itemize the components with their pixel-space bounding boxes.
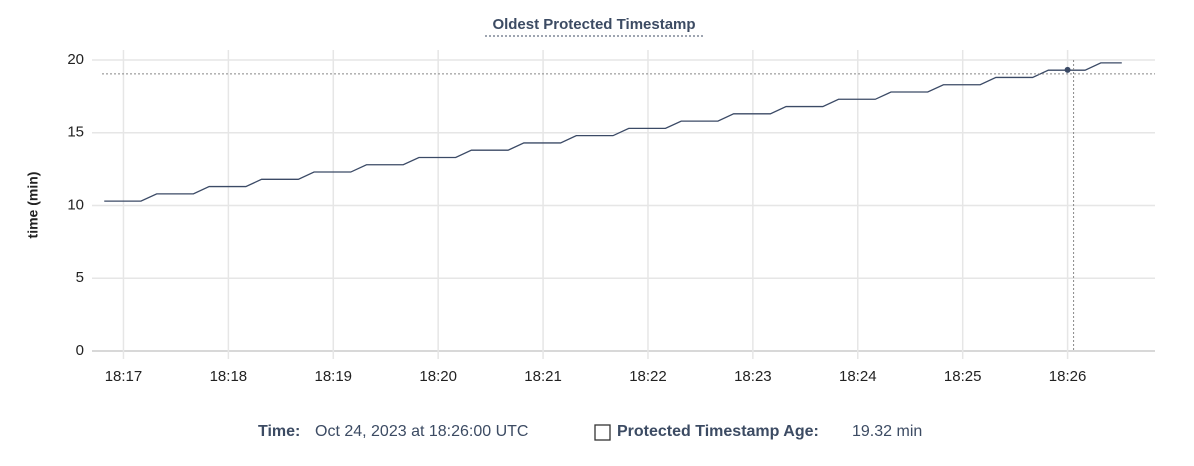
x-tick-label: 18:19: [314, 368, 352, 385]
series-line: [104, 62, 1122, 202]
y-tick-label: 15: [67, 124, 84, 141]
y-tick-label: 20: [67, 51, 84, 68]
x-tick-label: 18:26: [1049, 368, 1087, 385]
legend-series-label[interactable]: Protected Timestamp Age:: [617, 423, 819, 440]
legend: Time: Oct 24, 2023 at 18:26:00 UTC Prote…: [258, 423, 922, 441]
y-tick-label: 0: [76, 342, 84, 359]
x-tick-label: 18:24: [839, 368, 877, 385]
legend-time-label: Time:: [258, 423, 300, 440]
x-tick-label: 18:23: [734, 368, 772, 385]
x-tick-label: 18:17: [105, 368, 143, 385]
x-tick-label: 18:22: [629, 368, 667, 385]
x-tick-label: 18:25: [944, 368, 982, 385]
x-tick-label: 18:20: [419, 368, 457, 385]
legend-value: 19.32 min: [852, 423, 922, 440]
chart-title[interactable]: Oldest Protected Timestamp: [492, 16, 695, 33]
legend-checkbox[interactable]: [594, 424, 611, 441]
y-tick-label: 5: [76, 269, 84, 286]
x-tick-label: 18:18: [210, 368, 248, 385]
y-tick-label: 10: [67, 196, 84, 213]
legend-time: Oct 24, 2023 at 18:26:00 UTC: [315, 423, 528, 440]
y-axis-label: time (min): [25, 172, 41, 239]
hover-point: [1064, 66, 1071, 73]
x-tick-label: 18:21: [524, 368, 562, 385]
